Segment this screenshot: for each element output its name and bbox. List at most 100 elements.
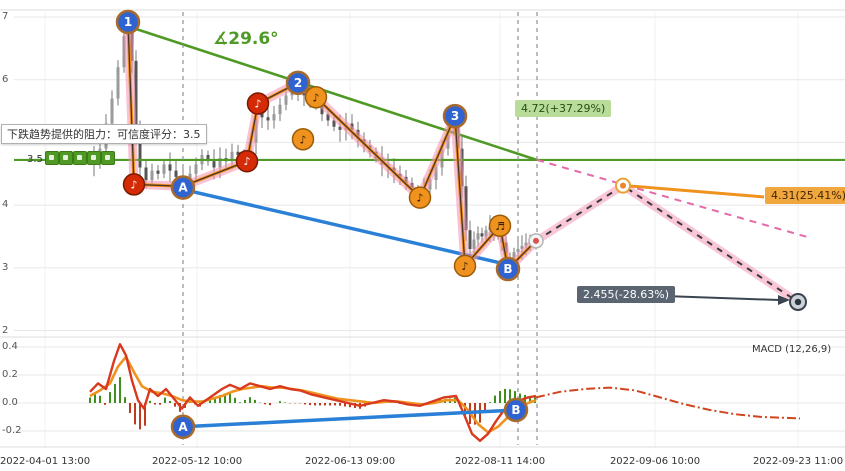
macd-tick: 0.2 [2,369,18,380]
note-icon: ♬ [495,220,505,233]
candle-body [150,170,154,181]
wave-marker-label: 2 [294,76,302,90]
wave-marker-B[interactable] [495,256,521,282]
wave-marker-B[interactable] [503,397,529,423]
signal-badge-icon[interactable] [72,151,87,165]
note-icon: ♪ [254,98,261,111]
level-label-2455[interactable]: 2.455(-28.63%) [577,286,675,303]
time-tick: 2022-09-06 10:00 [609,456,701,467]
pattern-note-marker[interactable] [246,92,270,115]
downtrend-line[interactable] [127,25,538,162]
macd-forecast-line [535,386,801,420]
forecast-pivot-dot [620,182,626,189]
time-tick: 2022-09-23 11:00 [752,456,844,467]
wave-marker-2[interactable] [285,70,311,96]
candle-body [272,114,276,121]
candle-body [212,161,216,168]
time-tick: 2022-04-01 13:00 [0,456,91,467]
candle-body [464,186,468,231]
candle-body [122,35,126,68]
zigzag-line[interactable] [126,21,538,271]
wave-marker-3[interactable] [442,103,468,129]
note-icon: ♪ [130,178,137,191]
candle-body [116,67,120,99]
candle-body [206,154,210,162]
connector-arrowhead [778,295,790,305]
candle-body [512,252,516,259]
pattern-note-marker[interactable] [408,186,432,209]
candle-body [278,104,282,115]
macd-ab-trendline[interactable] [181,408,518,429]
wave-marker-A[interactable] [170,414,196,440]
zigzag-glow [123,21,540,274]
candle-body [156,170,160,174]
price-tick: 4 [2,199,9,211]
signal-badge-icon[interactable] [100,151,115,165]
angle-label: ∡29.6° [213,29,279,49]
wave-marker-label: B [503,262,512,276]
candle-body [520,245,524,249]
candle-body [138,129,142,168]
time-tick: 2022-08-11 14:00 [454,456,546,467]
pattern-note-marker[interactable] [122,173,146,196]
candle-body [484,230,488,237]
macd-tick: 0.0 [2,397,18,408]
zigzag-core [127,21,537,270]
signal-badge-icon[interactable] [58,151,73,165]
wave-marker-A[interactable] [170,175,196,200]
candle-body [326,114,330,121]
candle-body [284,95,288,105]
pattern-note-marker[interactable] [488,214,512,238]
signal-badge-icon[interactable] [44,151,59,165]
candle-body [524,242,528,246]
connector-2455 [663,295,780,301]
candle-body [174,170,178,177]
trend-tooltip: 下跌趋势提供的阻力：可信度评分：3.5 [1,124,207,144]
wave-marker-label: A [178,181,188,195]
time-tick: 2022-05-12 10:00 [151,456,243,467]
confidence-score: 3.5 [27,154,43,165]
candle-body [472,239,476,249]
connector-431 [629,184,765,199]
note-icon: ♪ [312,91,319,104]
candle-body [440,148,444,168]
pattern-note-marker[interactable] [235,149,259,173]
forecast-ext-line[interactable] [536,158,813,240]
price-tick: 3 [2,261,9,273]
signal-badge-icon[interactable] [86,151,101,165]
confidence-row[interactable]: 3.5 [27,151,115,168]
candle-body [230,151,234,162]
pattern-note-marker[interactable] [291,128,315,151]
macd-tick: -0.2 [2,425,22,436]
candle-body [434,167,438,181]
forecast-target-dot [794,298,802,306]
pattern-note-marker[interactable] [304,86,328,109]
level-label-472[interactable]: 4.72(+37.29%) [515,100,612,117]
candle-body [338,126,342,130]
note-icon: ♪ [243,155,250,168]
candle-body [476,233,480,240]
candle-body [110,98,114,124]
note-icon: ♪ [416,192,423,205]
price-endpoint-dot [533,237,539,244]
wave-marker-label: 3 [451,109,459,123]
candle-body [144,167,148,181]
candle-body [236,151,240,155]
macd-tick: 0.4 [2,341,18,352]
macd-label: MACD (12,26,9) [752,344,832,355]
candle-body [480,233,484,237]
level-label-431[interactable]: 4.31(25.41%) [765,187,845,204]
candle-body [194,164,198,174]
forecast-path[interactable] [535,184,799,303]
candle-body [218,158,222,168]
wave-marker-1[interactable] [115,9,141,35]
ab-trendline[interactable] [181,187,510,267]
note-icon: ♪ [299,133,306,146]
wave-marker-label: A [178,420,188,434]
price-tick: 2 [2,324,9,336]
pattern-note-marker[interactable] [453,254,477,278]
candle-body [332,120,336,127]
candle-body [168,164,172,171]
